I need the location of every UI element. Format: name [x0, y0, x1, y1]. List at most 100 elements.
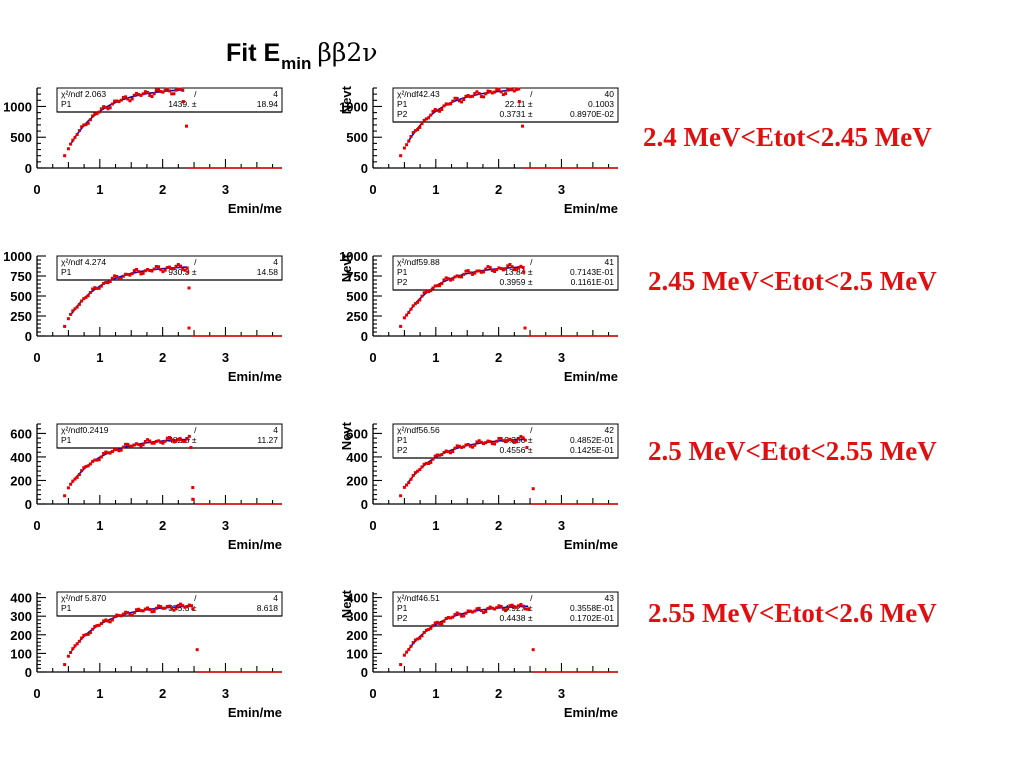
stats-error: 41: [605, 257, 615, 267]
data-point: [427, 116, 431, 120]
stats-label: χ²/ndf42.43: [397, 89, 440, 99]
data-point: [413, 129, 417, 133]
data-point: [522, 270, 526, 274]
data-point: [183, 268, 187, 272]
stats-label: P1: [397, 267, 408, 277]
data-point: [117, 100, 121, 104]
data-point: [512, 268, 516, 272]
data-point: [77, 473, 81, 477]
data-point: [451, 277, 455, 281]
data-point: [146, 267, 150, 271]
plot-svg: 0 1 2 3 0 100 200 300 400 Emin/me Nevt χ²/ndf46.51 /…: [339, 589, 619, 720]
stats-value: /: [530, 257, 533, 267]
stats-error: 42: [605, 425, 615, 435]
data-point: [161, 270, 165, 274]
data-point: [407, 311, 411, 315]
stats-value: /: [530, 593, 533, 603]
data-point: [163, 88, 167, 92]
stats-value: 0.3959 ±: [499, 277, 532, 287]
y-tick-label: 200: [10, 628, 32, 643]
x-axis-label: Emin/me: [564, 201, 618, 216]
data-point: [102, 451, 106, 455]
data-point: [433, 284, 437, 288]
data-point: [416, 637, 420, 641]
data-point: [172, 440, 176, 444]
stats-value: 4.927 ±: [504, 603, 533, 613]
stats-label: P1: [397, 603, 408, 613]
data-point: [523, 607, 527, 611]
data-point: [442, 278, 446, 282]
stats-label: χ²/ndf 4.274: [61, 257, 106, 267]
data-point: [172, 608, 176, 612]
x-tick-label: 2: [495, 518, 502, 533]
data-point: [174, 607, 178, 611]
data-point: [113, 448, 117, 452]
data-point: [475, 269, 479, 273]
data-point: [152, 92, 156, 96]
data-point: [170, 267, 174, 271]
data-point: [130, 272, 134, 276]
data-point: [523, 438, 527, 442]
data-point: [135, 91, 139, 95]
stats-label: χ²/ndf 5.870: [61, 593, 106, 603]
data-point: [86, 294, 90, 298]
x-axis-label: Emin/me: [228, 369, 282, 384]
data-point: [163, 606, 167, 610]
data-point: [506, 607, 510, 611]
data-point: [405, 313, 409, 317]
data-point: [508, 87, 512, 91]
data-point: [493, 269, 497, 273]
outlier-point: [521, 124, 525, 128]
data-point: [427, 462, 431, 466]
data-point: [190, 604, 194, 608]
data-point: [137, 443, 141, 447]
x-tick-label: 3: [222, 350, 229, 365]
data-point: [113, 274, 117, 278]
data-point: [150, 610, 154, 614]
data-point: [159, 268, 163, 272]
x-tick-label: 0: [33, 686, 40, 701]
y-tick-label: 750: [10, 269, 32, 284]
data-point: [80, 636, 84, 640]
data-point: [416, 469, 420, 473]
data-point: [402, 146, 406, 150]
data-point: [455, 611, 459, 615]
data-point: [493, 442, 497, 446]
data-point: [84, 633, 88, 637]
stats-error: 14.58: [257, 267, 279, 277]
stats-label: P2: [397, 445, 408, 455]
data-point: [512, 89, 516, 93]
data-point: [176, 437, 180, 441]
data-point: [407, 481, 411, 485]
data-point: [181, 604, 185, 608]
data-point: [422, 118, 426, 122]
data-point: [422, 630, 426, 634]
data-point: [486, 607, 490, 611]
data-point: [499, 90, 503, 94]
data-point: [510, 88, 514, 92]
data-point: [185, 437, 189, 441]
data-point: [416, 300, 420, 304]
stats-error: 4: [273, 89, 278, 99]
y-tick-label: 300: [10, 609, 32, 624]
x-tick-label: 1: [96, 686, 103, 701]
data-point: [117, 614, 121, 618]
data-point: [464, 269, 468, 273]
data-point: [521, 436, 525, 440]
data-point: [95, 624, 99, 628]
data-point: [69, 482, 73, 486]
stats-value: 0.4556 ±: [499, 445, 532, 455]
data-point: [176, 87, 180, 91]
data-point: [154, 606, 158, 610]
data-point: [99, 622, 103, 626]
fit-panel-4: 0 1 2 3 0 250 500 750 1000 Emin/me Nevt χ²/ndf59.88…: [336, 244, 626, 394]
stats-value: /: [194, 593, 197, 603]
data-point: [416, 128, 420, 132]
data-point: [130, 613, 134, 617]
stats-label: χ²/ndf 2.063: [61, 89, 106, 99]
data-point: [457, 275, 461, 279]
data-point: [86, 464, 90, 468]
data-point: [486, 265, 490, 269]
data-point: [451, 615, 455, 619]
data-point: [411, 473, 415, 477]
